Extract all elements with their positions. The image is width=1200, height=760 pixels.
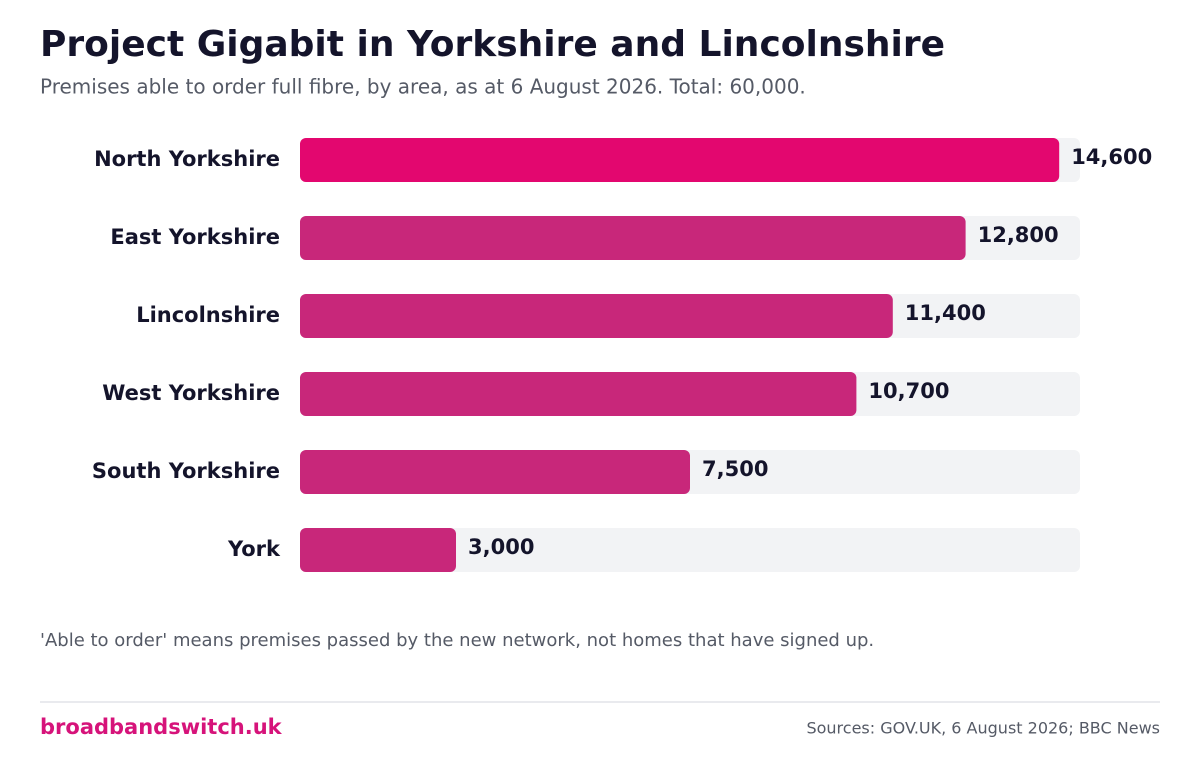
category-label: Lincolnshire	[136, 303, 280, 327]
chart-title: Project Gigabit in Yorkshire and Lincoln…	[40, 24, 945, 65]
source: Sources: GOV.UK, 6 August 2026; BBC News	[806, 719, 1160, 738]
value-label: 7,500	[702, 457, 768, 481]
category-label: North Yorkshire	[94, 147, 280, 171]
bar	[300, 294, 893, 338]
note: 'Able to order' means premises passed by…	[40, 630, 874, 651]
bar	[300, 450, 690, 494]
brand: broadbandswitch.uk	[40, 715, 283, 739]
value-label: 3,000	[468, 535, 534, 559]
value-label: 12,800	[978, 223, 1059, 247]
chart-subtitle: Premises able to order full fibre, by ar…	[40, 75, 806, 99]
value-label: 11,400	[905, 301, 986, 325]
value-label: 10,700	[868, 379, 949, 403]
category-label: South Yorkshire	[92, 459, 280, 483]
bar	[300, 138, 1060, 182]
bar	[300, 216, 966, 260]
value-label: 14,600	[1071, 145, 1152, 169]
bar	[300, 528, 456, 572]
category-label: York	[227, 537, 281, 561]
category-label: East Yorkshire	[110, 225, 280, 249]
bar-track	[300, 528, 1080, 572]
category-label: West Yorkshire	[102, 381, 280, 405]
bar	[300, 372, 857, 416]
